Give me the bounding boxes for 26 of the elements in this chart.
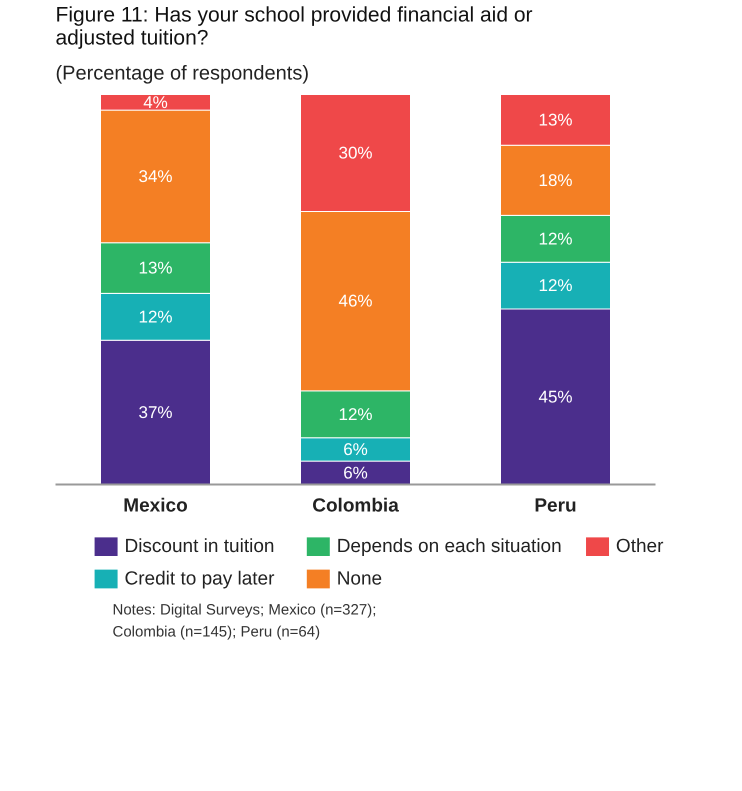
- data-label: 12%: [338, 404, 373, 424]
- legend-label: Depends on each situation: [336, 536, 562, 558]
- text: Notes: Digital Surveys; Mexico (n=327); Colombia (n=145); Peru (n=64): [112, 602, 376, 641]
- data-label: 18%: [538, 170, 573, 190]
- data-label: 13%: [138, 258, 173, 278]
- data-label: 6%: [343, 440, 368, 459]
- data-label: 13%: [538, 110, 573, 130]
- data-label: 37%: [138, 402, 173, 422]
- legend-label: Credit to pay later: [124, 568, 276, 590]
- chart-title: Figure 11: Has your school provided financial aid or adjusted tuition?: [56, 4, 533, 50]
- data-label: 4%: [143, 92, 168, 112]
- data-label: 30%: [338, 144, 373, 162]
- data-label: 6%: [343, 463, 368, 482]
- data-label: 34%: [138, 166, 173, 186]
- data-label: 12%: [538, 276, 573, 296]
- legend-label: None: [336, 568, 382, 590]
- legend-label: Other: [616, 536, 664, 558]
- legend-label: Discount in tuition: [124, 536, 274, 558]
- chart-subtitle: (Percentage of respondents): [56, 62, 309, 84]
- x-tick-label: Colombia: [312, 496, 400, 516]
- data-label: 12%: [538, 229, 573, 248]
- x-tick-label: Peru: [534, 496, 577, 516]
- data-label: 45%: [538, 387, 573, 406]
- data-label: 46%: [338, 292, 373, 311]
- x-tick-label: Mexico: [123, 496, 188, 516]
- data-label: 12%: [138, 307, 173, 326]
